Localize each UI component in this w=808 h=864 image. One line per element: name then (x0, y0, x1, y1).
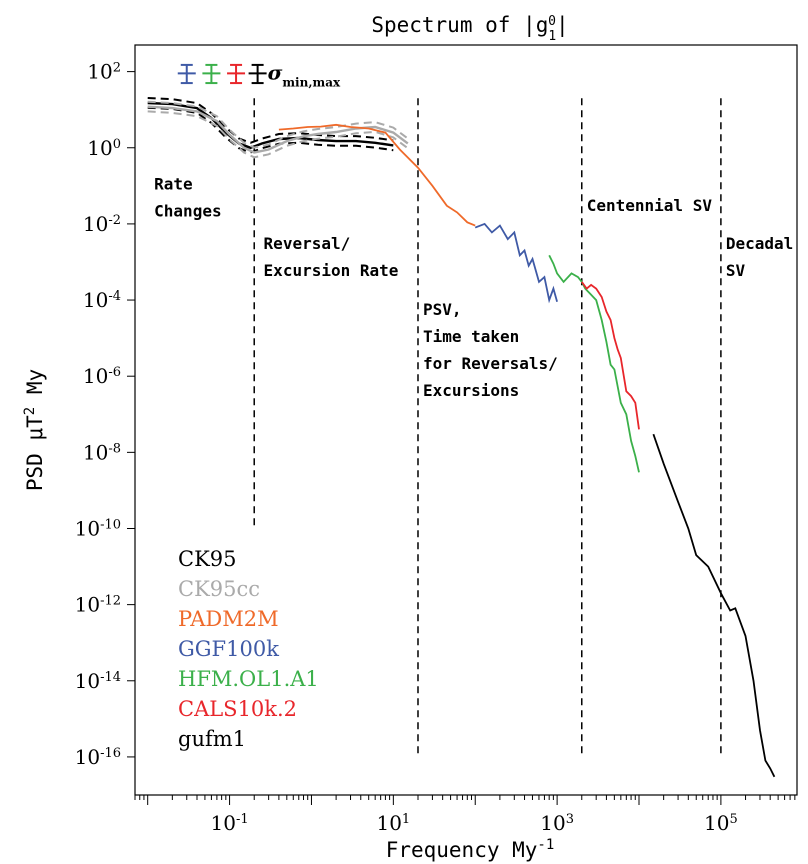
y-tick-label: 10-10 (75, 516, 121, 540)
svg-text:Spectrum of |g10|: Spectrum of |g10| (371, 13, 568, 44)
region-label: Excursions (423, 381, 519, 400)
x-tick-label: 101 (376, 811, 410, 835)
y-tick-label: 10-12 (75, 593, 121, 617)
y-tick-label: 102 (87, 60, 121, 84)
legend-entry-ggf100k: GGF100k (178, 637, 279, 661)
y-tick-label: 10-8 (83, 440, 121, 464)
plot-frame (134, 44, 798, 796)
axis-ticks (127, 71, 796, 805)
region-label: Decadal (726, 234, 793, 253)
y-axis-label: PSD μT2 My (22, 369, 47, 491)
region-label: for Reversals/ (423, 354, 558, 373)
y-tick-label: 10-16 (75, 745, 121, 769)
region-label: Changes (154, 202, 221, 221)
series-line-ggf100k (474, 222, 558, 304)
x-tick-label: 105 (704, 811, 738, 835)
region-label: SV (726, 261, 746, 280)
legend-entry-ck95cc: CK95cc (178, 577, 260, 601)
series-line-ck95 (147, 101, 394, 150)
series-line-ck95-bound (147, 106, 394, 154)
region-label: Centennial SV (587, 196, 713, 215)
y-tick-label: 10-2 (83, 212, 121, 236)
region-label: Excursion Rate (264, 261, 399, 280)
x-tick-label: 10-1 (211, 811, 249, 835)
error-bar-label: σmin,max (268, 60, 341, 89)
y-tick-label: 10-6 (83, 364, 121, 388)
frequency-regions: Rate Changes Reversal/Excursion Rate PSV, Ti… (154, 98, 793, 757)
series-line-cals10k-2 (581, 281, 640, 430)
legend-entry-ck95: CK95 (178, 547, 236, 571)
legend-entry-cals10k-2: CALS10k.2 (178, 697, 297, 721)
region-label: Rate (154, 175, 193, 194)
y-tick-label: 10-14 (75, 669, 121, 693)
series-line-ck95cc (147, 105, 409, 154)
svg-text:PSD μT2 My: PSD μT2 My (22, 369, 47, 491)
legend-entry-gufm1: gufm1 (178, 727, 246, 751)
series-line-ck95cc-bound (147, 110, 409, 159)
series-line-ck95-bound (147, 97, 394, 144)
axis-tick-labels: 102 100 10-2 10-4 10-6 10-8 10-10 10-12 10-14 10-… (75, 60, 738, 835)
x-axis-label: Frequency My-1 (386, 837, 555, 862)
spectrum-series (147, 97, 776, 778)
legend-entry-padm2m: PADM2M (178, 607, 279, 631)
series-line-hfm-ol1-a1 (548, 254, 640, 473)
series-line-gufm1 (652, 433, 776, 778)
error-bar-legend: σmin,max (177, 60, 341, 89)
series-line-ck95cc-bound (147, 100, 409, 149)
series-line-padm2m (278, 123, 476, 227)
chart-title: Spectrum of |g10| (371, 13, 568, 44)
y-tick-label: 100 (87, 136, 121, 160)
region-label: PSV, (423, 300, 462, 319)
series-legend: CK95 CK95cc PADM2M GGF100k HFM.OL1.A1 CALS10k… (178, 547, 319, 751)
y-tick-label: 10-4 (83, 288, 121, 312)
legend-entry-hfm-ol1-a1: HFM.OL1.A1 (178, 667, 319, 691)
region-label: Reversal/ (264, 234, 351, 253)
x-tick-label: 103 (540, 811, 574, 835)
svg-text:Frequency My-1: Frequency My-1 (386, 837, 555, 862)
region-label: Time taken (423, 327, 519, 346)
